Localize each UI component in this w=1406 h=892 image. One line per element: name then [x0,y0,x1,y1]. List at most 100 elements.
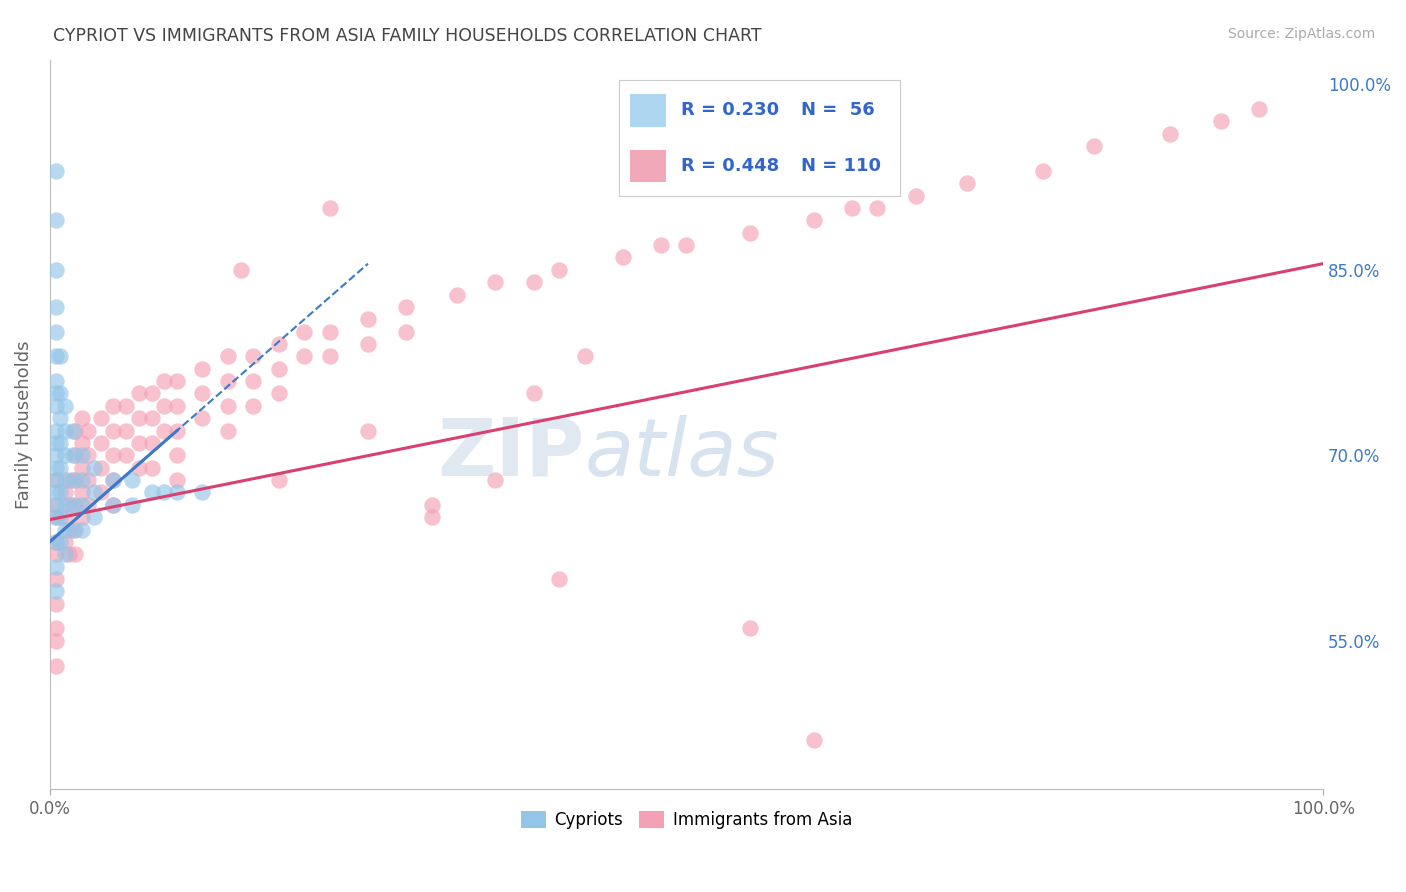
Point [548,572,571,586]
Point [319,325,342,339]
Point [58,498,80,512]
Point [548,262,571,277]
Point [49,460,72,475]
Point [103,498,125,512]
Point [115,448,138,462]
Point [166,424,188,438]
Point [70,510,93,524]
Point [45,597,67,611]
Point [53,547,76,561]
Point [70,485,93,500]
Text: R = 0.230: R = 0.230 [681,102,779,120]
Point [45,262,67,277]
Point [90,460,112,475]
Point [49,436,72,450]
Point [53,424,76,438]
Point [675,238,697,252]
Point [166,399,188,413]
Point [738,622,761,636]
Point [866,201,889,215]
Point [166,485,188,500]
Point [49,411,72,425]
Point [357,424,380,438]
Point [58,523,80,537]
Point [63,498,86,512]
Point [70,498,93,512]
Point [49,535,72,549]
Text: N =  56: N = 56 [801,102,875,120]
Point [217,374,239,388]
Text: ZIP: ZIP [437,415,585,492]
Point [49,386,72,401]
Point [217,424,239,438]
Point [45,510,67,524]
Point [83,460,105,475]
Point [49,350,72,364]
Point [70,460,93,475]
Point [45,498,67,512]
Point [128,386,150,401]
Point [141,411,163,425]
Point [63,523,86,537]
Point [955,176,977,190]
Point [217,399,239,413]
Point [45,350,67,364]
Point [45,633,67,648]
Point [53,510,76,524]
Point [166,374,188,388]
Point [62,523,84,537]
Point [166,448,188,462]
Point [76,448,98,462]
Point [128,460,150,475]
Point [45,325,67,339]
Point [1159,127,1181,141]
Point [53,523,76,537]
Point [446,287,468,301]
Point [45,559,67,574]
Point [45,572,67,586]
Point [62,498,84,512]
Text: atlas: atlas [585,415,779,492]
Point [141,460,163,475]
Point [62,448,84,462]
Point [1249,102,1271,116]
Point [115,424,138,438]
Point [45,473,67,487]
Point [90,436,112,450]
Point [45,300,67,314]
Point [738,226,761,240]
Point [803,213,825,227]
Point [83,510,105,524]
Point [292,350,315,364]
Point [45,460,67,475]
Point [58,547,80,561]
Point [103,448,125,462]
Point [141,436,163,450]
Point [90,485,112,500]
Point [58,473,80,487]
Point [49,510,72,524]
Point [76,424,98,438]
Point [103,473,125,487]
Point [166,473,188,487]
Point [115,399,138,413]
Point [45,510,67,524]
Point [103,498,125,512]
Point [76,498,98,512]
Point [128,436,150,450]
Point [319,201,342,215]
Point [76,473,98,487]
Point [267,473,290,487]
Point [153,374,176,388]
Point [523,275,546,289]
Point [141,386,163,401]
Text: N = 110: N = 110 [801,157,882,175]
Point [53,498,76,512]
Point [841,201,863,215]
Point [70,473,93,487]
Point [45,547,67,561]
Point [267,337,290,351]
Point [650,238,672,252]
Point [45,448,67,462]
Point [45,164,67,178]
